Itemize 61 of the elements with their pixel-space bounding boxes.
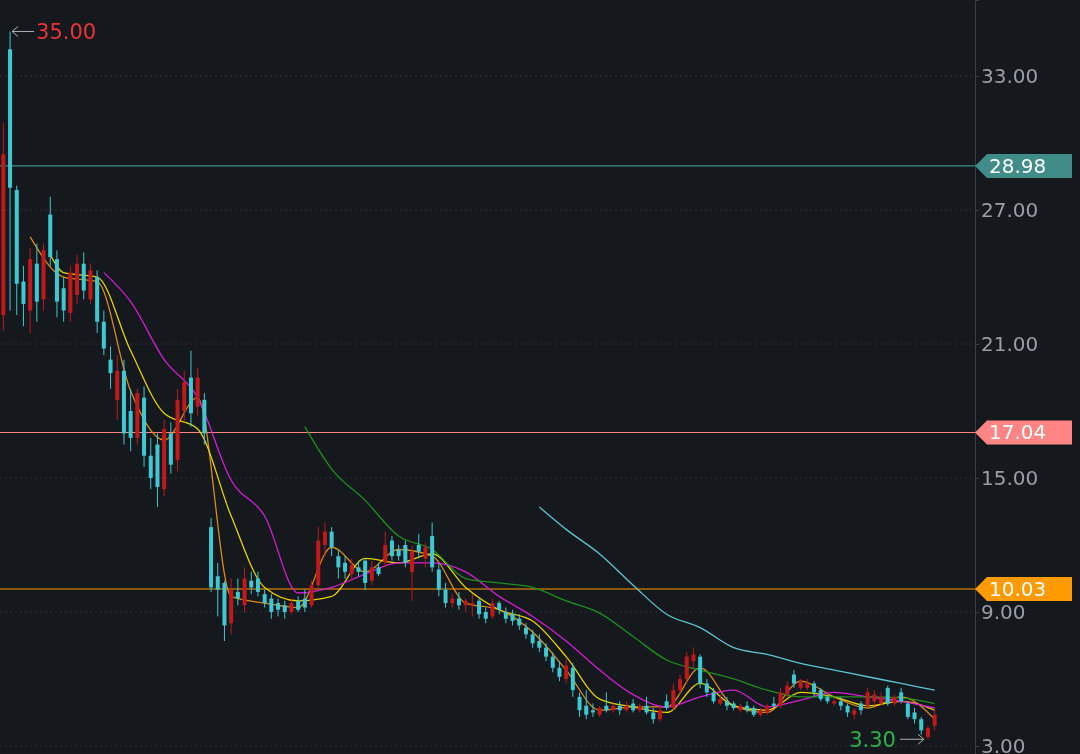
candlestick	[932, 709, 937, 731]
candlestick	[865, 687, 870, 709]
candlestick	[490, 598, 495, 620]
candlestick	[21, 265, 26, 327]
candlestick	[544, 642, 549, 662]
candlestick	[443, 582, 448, 609]
y-tick-label: 15.00	[981, 465, 1039, 490]
candlestick	[389, 535, 394, 562]
candlestick	[704, 678, 709, 698]
y-tick-label: 27.00	[981, 198, 1039, 222]
candlestick	[423, 542, 428, 568]
candlestick	[108, 345, 113, 390]
candlestick	[416, 533, 421, 559]
line-series	[538, 506, 936, 691]
candlestick	[343, 555, 348, 580]
candlestick	[383, 531, 388, 568]
candlestick	[503, 607, 508, 624]
candlestick	[684, 651, 689, 684]
candlestick	[577, 691, 582, 718]
candlestick	[255, 571, 260, 597]
candlestick	[778, 687, 783, 709]
candlestick	[724, 696, 729, 711]
candlestick	[436, 562, 441, 597]
candlestick	[329, 526, 334, 557]
annotation: 35.00	[36, 20, 97, 45]
y-tick-label: 33.00	[981, 64, 1039, 89]
candlestick	[838, 696, 843, 711]
ref-line-label: 28.98	[989, 153, 1047, 178]
candlestick	[215, 562, 220, 617]
line-series	[304, 426, 936, 705]
candlestick	[691, 647, 696, 669]
candlestick	[302, 589, 307, 613]
candlestick	[309, 580, 314, 609]
candlestick	[403, 540, 408, 568]
candlestick	[671, 682, 676, 711]
candlestick	[557, 660, 562, 682]
candlestick	[678, 674, 683, 696]
candlestick	[879, 691, 884, 707]
candlestick	[269, 593, 274, 620]
candlestick	[570, 662, 575, 698]
candlestick	[885, 685, 890, 707]
candlestick	[363, 557, 368, 591]
y-tick-label: 3.00	[981, 733, 1026, 754]
candlestick	[276, 598, 281, 617]
candlestick	[148, 437, 153, 490]
candlestick	[550, 651, 555, 673]
candlestick	[564, 658, 569, 684]
ref-line-label: 10.03	[989, 577, 1047, 601]
ref-line-label: 17.04	[989, 420, 1047, 445]
candlestick	[584, 689, 589, 720]
candlestick	[477, 598, 482, 620]
candlestick	[410, 544, 415, 602]
candlestick	[369, 560, 374, 586]
candlestick	[322, 522, 327, 557]
candlestick	[349, 557, 354, 582]
annotation: 3.30	[849, 728, 896, 753]
candlestick	[235, 578, 240, 606]
candlestick	[61, 276, 66, 323]
candlestick	[336, 548, 341, 580]
y-tick-label: 21.00	[981, 331, 1039, 356]
y-tick-label: 9.00	[981, 599, 1026, 624]
